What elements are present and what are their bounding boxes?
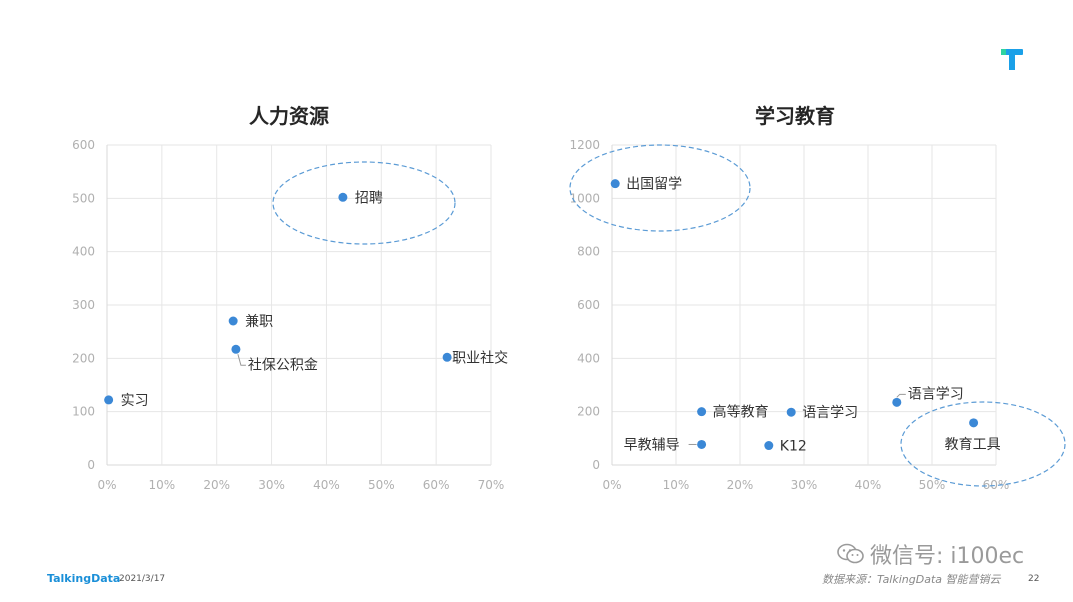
y-tick-label: 200 bbox=[72, 351, 95, 365]
x-tick-label: 40% bbox=[313, 478, 340, 492]
x-tick-label: 70% bbox=[478, 478, 505, 492]
data-point-label: 社保公积金 bbox=[248, 357, 318, 373]
y-tick-label: 500 bbox=[72, 191, 95, 205]
data-point bbox=[610, 179, 620, 189]
highlight-ellipse bbox=[569, 144, 751, 232]
data-point bbox=[892, 397, 902, 407]
y-tick-label: 400 bbox=[72, 245, 95, 259]
footer-date: 2021/3/17 bbox=[119, 574, 166, 584]
data-point bbox=[697, 439, 707, 449]
x-tick-label: 20% bbox=[203, 478, 230, 492]
data-point bbox=[228, 316, 238, 326]
data-point bbox=[104, 395, 114, 405]
data-point-label: 兼职 bbox=[245, 314, 273, 330]
y-tick-label: 200 bbox=[577, 405, 600, 419]
y-tick-label: 300 bbox=[72, 298, 95, 312]
data-point-label: 高等教育 bbox=[713, 404, 769, 421]
data-point bbox=[231, 344, 241, 354]
label-leader-line bbox=[896, 393, 906, 398]
x-tick-label: 30% bbox=[791, 478, 818, 492]
y-tick-label: 800 bbox=[577, 245, 600, 259]
data-point-label: 出国留学 bbox=[626, 177, 682, 193]
x-tick-label: 20% bbox=[727, 478, 754, 492]
data-point-label: 实习 bbox=[121, 393, 149, 409]
footer-page-number: 22 bbox=[1028, 574, 1040, 584]
y-tick-label: 0 bbox=[592, 458, 600, 472]
x-tick-label: 0% bbox=[602, 478, 621, 492]
data-point bbox=[442, 352, 452, 362]
highlight-ellipse bbox=[900, 401, 1066, 487]
highlight-ellipse bbox=[272, 161, 456, 245]
chart-title-education: 学习教育 bbox=[755, 104, 835, 128]
x-tick-label: 50% bbox=[368, 478, 395, 492]
x-tick-label: 10% bbox=[663, 478, 690, 492]
data-point-label: 早教辅导 bbox=[624, 437, 680, 453]
footer-brand: TalkingData bbox=[47, 572, 121, 585]
label-leader-line bbox=[237, 354, 246, 366]
data-point bbox=[764, 441, 774, 451]
data-point-label: 语言学习 bbox=[908, 386, 964, 402]
x-tick-label: 30% bbox=[258, 478, 285, 492]
y-tick-label: 600 bbox=[72, 138, 95, 152]
footer-source: 数据来源：TalkingData 智能营销云 bbox=[822, 573, 1001, 586]
wechat-icon bbox=[836, 543, 866, 565]
x-tick-label: 50% bbox=[919, 478, 946, 492]
wechat-watermark: 微信号: i100ec bbox=[836, 538, 1024, 570]
data-point bbox=[338, 192, 348, 202]
data-point-label: 教育工具 bbox=[945, 437, 1001, 453]
data-point-label: 语言学习 bbox=[802, 405, 858, 421]
chart-title-hr: 人力资源 bbox=[249, 104, 329, 128]
y-tick-label: 100 bbox=[72, 405, 95, 419]
data-point-label: 招聘 bbox=[355, 190, 383, 206]
talkingdata-t-logo-icon bbox=[1001, 49, 1023, 71]
data-point-label: 职业社交 bbox=[452, 349, 508, 366]
x-tick-label: 10% bbox=[149, 478, 176, 492]
y-tick-label: 1000 bbox=[569, 191, 600, 205]
y-tick-label: 600 bbox=[577, 298, 600, 312]
x-tick-label: 40% bbox=[855, 478, 882, 492]
data-point bbox=[697, 407, 707, 417]
watermark-text: 微信号: i100ec bbox=[870, 544, 1025, 569]
data-point-label: K12 bbox=[780, 439, 807, 455]
data-point bbox=[969, 418, 979, 428]
y-tick-label: 400 bbox=[577, 351, 600, 365]
data-point bbox=[786, 407, 796, 417]
y-tick-label: 0 bbox=[87, 458, 95, 472]
x-tick-label: 60% bbox=[983, 478, 1010, 492]
x-tick-label: 60% bbox=[423, 478, 450, 492]
x-tick-label: 0% bbox=[97, 478, 116, 492]
y-tick-label: 1200 bbox=[569, 138, 600, 152]
